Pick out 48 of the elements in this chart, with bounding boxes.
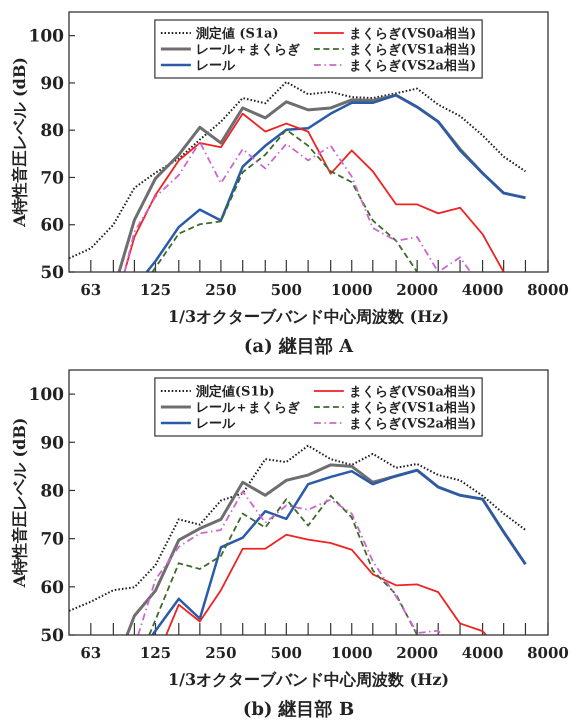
y-tick-label: 80 [40, 121, 64, 142]
x-tick-label: 8000 [527, 644, 569, 662]
legend-label: まくらぎ(VS1a相当) [348, 400, 476, 416]
y-axis-title: A特性音圧レベル (dB) [10, 418, 29, 588]
y-tick-label: 50 [40, 263, 64, 283]
y-tick-label: 90 [40, 433, 64, 454]
x-tick-label: 8000 [527, 281, 569, 299]
x-tick-label: 2000 [396, 644, 438, 662]
legend-label: レール＋まくらぎ [196, 42, 300, 58]
x-tick-label: 4000 [462, 644, 504, 662]
y-tick-label: 60 [40, 578, 64, 598]
y-tick-label: 70 [40, 168, 64, 188]
x-tick-label: 1000 [330, 281, 373, 299]
legend-label: まくらぎ(VS2a相当) [348, 416, 476, 432]
legend-label: レール [196, 58, 236, 74]
legend-label: まくらぎ(VS0a相当) [348, 26, 476, 42]
y-tick-label: 90 [40, 74, 64, 94]
x-tick-label: 63 [80, 281, 102, 299]
legend-label: 測定値(S1b) [194, 384, 275, 400]
x-tick-label: 2000 [396, 281, 438, 299]
x-tick-label: 63 [80, 644, 102, 662]
x-axis-title: 1/3オクターブバンド中心周波数 (Hz) [168, 670, 450, 689]
legend-label: まくらぎ(VS0a相当) [348, 384, 476, 400]
y-tick-label: 100 [28, 385, 64, 406]
y-tick-label: 50 [40, 626, 64, 646]
text: (b) 継目部 B [242, 699, 354, 720]
legend-label: まくらぎ(VS2a相当) [348, 58, 476, 74]
legend-label: レール＋まくらぎ [196, 400, 300, 416]
x-tick-label: 500 [270, 644, 302, 662]
y-tick-label: 100 [28, 26, 64, 47]
x-axis-title: 1/3オクターブバンド中心周波数 (Hz) [168, 307, 450, 326]
x-tick-label: 250 [205, 644, 237, 662]
x-tick-label: 1000 [330, 644, 373, 662]
y-tick-label: 70 [40, 530, 64, 550]
y-axis-title: A特性音圧レベル (dB) [10, 57, 29, 228]
line-series [69, 80, 526, 260]
x-tick-label: 250 [205, 281, 237, 299]
legend-label: レール [196, 416, 236, 432]
legend-label: 測定値 (S1a) [194, 26, 279, 42]
y-tick-label: 80 [40, 481, 64, 502]
line-series [69, 444, 526, 612]
legend-label: まくらぎ(VS1a相当) [348, 42, 476, 58]
x-tick-label: 125 [140, 644, 172, 662]
x-tick-label: 4000 [462, 281, 504, 299]
x-tick-label: 500 [270, 281, 302, 299]
text: (a) 継目部 A [244, 336, 354, 357]
x-tick-label: 125 [140, 281, 172, 299]
y-tick-label: 60 [40, 216, 64, 236]
